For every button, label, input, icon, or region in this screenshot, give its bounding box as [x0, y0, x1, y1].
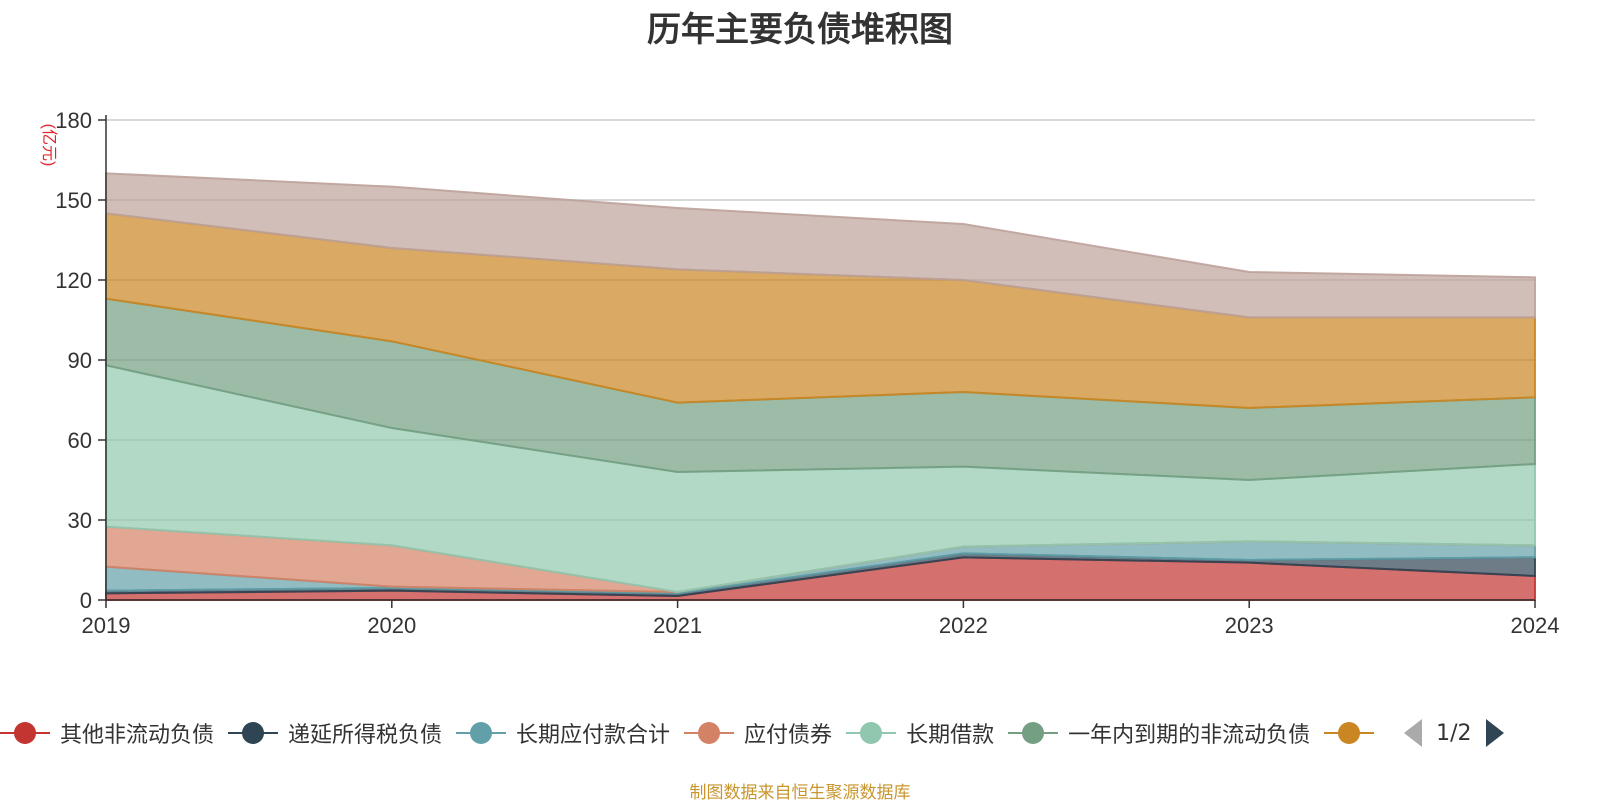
y-tick-label: 180: [55, 108, 92, 133]
x-tick-label: 2021: [653, 613, 702, 638]
stacked-area-chart: 0 30 60 90 120 150 180 2019 2020 2021 2022 2023 2024…: [40, 108, 1559, 638]
legend-label: 应付债券: [744, 723, 833, 748]
y-tick-label: 30: [68, 508, 92, 533]
legend-item-1[interactable]: 递延所得税负债: [228, 717, 442, 749]
legend-symbol-icon: [1324, 720, 1375, 746]
y-tick-label: 150: [55, 188, 92, 213]
chart-title: 历年主要负债堆积图: [647, 10, 953, 50]
area-series-7[interactable]: [105, 172, 1536, 319]
x-tick-label: 2020: [367, 613, 416, 638]
legend-symbol-icon: [684, 720, 735, 746]
legend-symbol-icon: [228, 720, 279, 746]
legend-symbol-icon: [1008, 720, 1059, 746]
legend-label: 一年内到期的非流动负债: [1068, 723, 1311, 748]
legend-label: 长期借款: [906, 723, 995, 748]
legend-page-indicator: 1/2: [1436, 720, 1472, 746]
legend-label: 其他非流动负债: [60, 723, 215, 748]
y-tick-label: 120: [55, 268, 92, 293]
x-tick-label: 2023: [1225, 613, 1274, 638]
legend-label: 递延所得税负债: [288, 723, 443, 748]
legend-next-page-icon[interactable]: [1485, 719, 1504, 747]
data-source-note: 制图数据来自恒生聚源数据库: [689, 783, 911, 803]
legend-prev-page-icon[interactable]: [1404, 719, 1423, 747]
y-tick-label: 60: [68, 428, 92, 453]
y-axis-unit-label: (亿元): [40, 124, 58, 167]
legend-symbol-icon: [456, 720, 507, 746]
legend-item-5[interactable]: 一年内到期的非流动负债: [1008, 717, 1310, 749]
legend-item-3[interactable]: 应付债券: [684, 717, 832, 749]
x-tick-label: 2022: [939, 613, 988, 638]
legend: 其他非流动负债 递延所得税负债 长期应付款合计 应付债券 长期借款 一年内到期的非流动负债…: [0, 713, 1600, 753]
x-tick-label: 2019: [82, 613, 131, 638]
axes: 0 30 60 90 120 150 180 2019 2020 2021 2022 2023 2024: [55, 108, 1559, 638]
y-tick-label: 90: [68, 348, 92, 373]
area-series: [105, 172, 1536, 601]
legend-item-0[interactable]: 其他非流动负债: [0, 717, 214, 749]
legend-item-2[interactable]: 长期应付款合计: [456, 717, 670, 749]
legend-item-6[interactable]: [1324, 720, 1384, 746]
legend-symbol-icon: [846, 720, 897, 746]
y-tick-label: 0: [80, 588, 92, 613]
x-tick-label: 2024: [1511, 613, 1560, 638]
legend-symbol-icon: [0, 720, 50, 746]
legend-item-4[interactable]: 长期借款: [846, 717, 994, 749]
legend-label: 长期应付款合计: [516, 723, 671, 748]
legend-pager: 1/2: [1404, 719, 1504, 747]
